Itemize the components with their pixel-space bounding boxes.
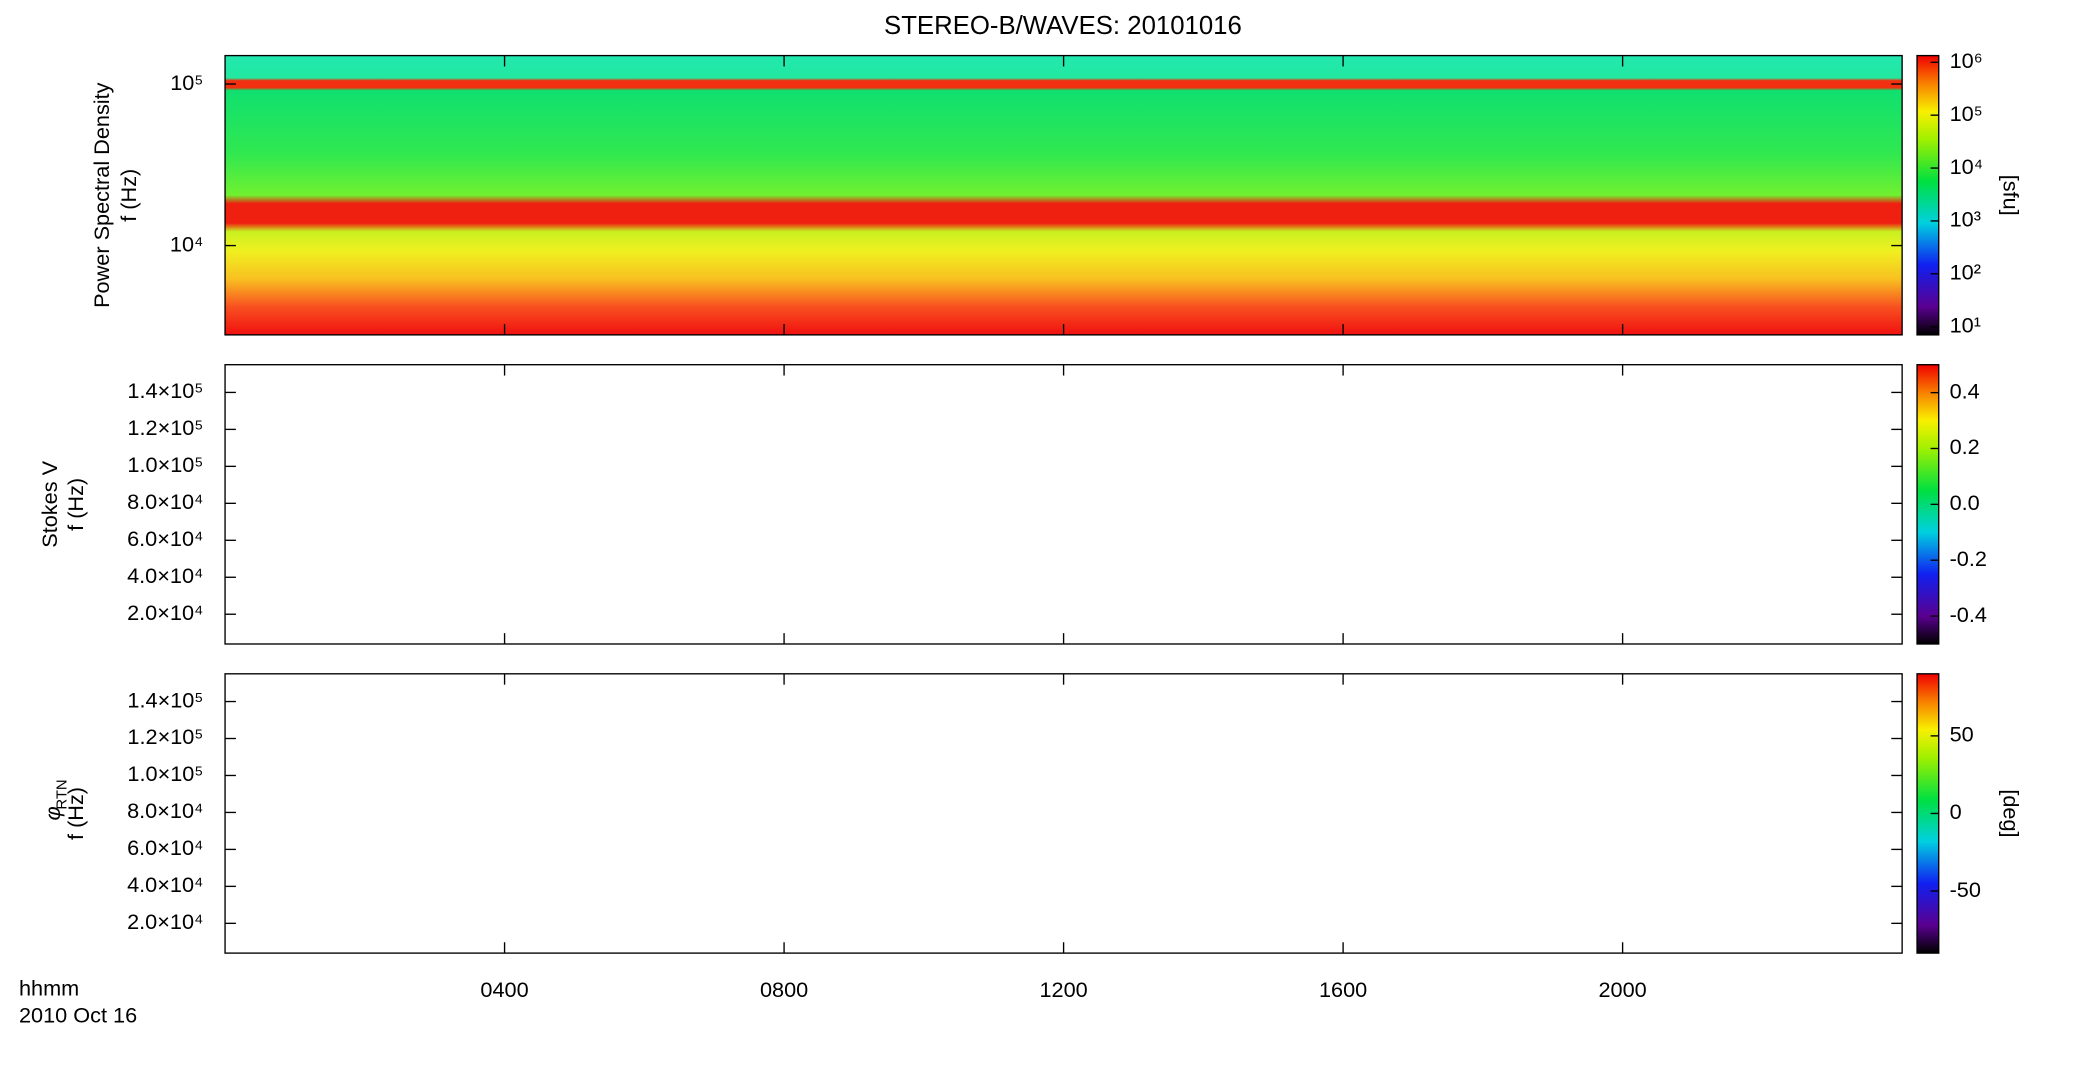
y-axis-label: φ xyxy=(40,806,65,820)
y-tick-label: 6.0×10⁴ xyxy=(127,526,203,551)
y-axis-label: Stokes V xyxy=(37,460,62,547)
y-tick-label: 1.2×10⁵ xyxy=(127,415,203,440)
date-label: 2010 Oct 16 xyxy=(19,1003,137,1028)
colorbar-tick-label: -0.2 xyxy=(1950,546,1987,571)
y-tick-label: 10⁵ xyxy=(170,70,203,95)
x-tick-label: 0400 xyxy=(480,977,528,1002)
colorbar-tick-label: -50 xyxy=(1950,877,1981,902)
colorbar-tick-label: 50 xyxy=(1950,722,1974,747)
y-tick-label: 6.0×10⁴ xyxy=(127,835,203,860)
y-tick-label: 8.0×10⁴ xyxy=(127,798,203,823)
x-tick-label: 0800 xyxy=(760,977,808,1002)
x-tick-label: 2000 xyxy=(1598,977,1646,1002)
y-tick-label: 4.0×10⁴ xyxy=(127,872,203,897)
x-tick-label: 1600 xyxy=(1319,977,1367,1002)
colorbar-label: [sfu] xyxy=(1998,175,2023,216)
colorbar-tick-label: 0 xyxy=(1950,799,1962,824)
y-tick-label: 2.0×10⁴ xyxy=(127,909,203,934)
chart-title: STEREO-B/WAVES: 20101016 xyxy=(884,12,1242,40)
colorbar-tick-label: 0.0 xyxy=(1950,490,1980,515)
y-tick-label: 1.0×10⁵ xyxy=(127,452,203,477)
spectrogram-image xyxy=(225,55,1903,335)
colorbar-tick-label: 10³ xyxy=(1950,207,1981,232)
colorbar-tick-label: -0.4 xyxy=(1950,602,1987,627)
y-tick-label: 10⁴ xyxy=(170,231,203,256)
y-tick-label: 1.0×10⁵ xyxy=(127,761,203,786)
colorbar-tick-label: 10⁶ xyxy=(1950,48,1983,73)
colorbar-tick-label: 10¹ xyxy=(1950,312,1981,337)
y-axis-label: f (Hz) xyxy=(63,478,88,531)
y-axis-label-sub: RTN xyxy=(54,779,70,809)
colorbar xyxy=(1916,54,1940,336)
y-tick-label: 8.0×10⁴ xyxy=(127,489,203,514)
y-tick-label: 1.4×10⁵ xyxy=(127,378,203,403)
colorbar-label: [deg] xyxy=(1998,789,2023,837)
colorbar-tick-label: 10² xyxy=(1950,260,1981,285)
y-tick-label: 1.2×10⁵ xyxy=(127,724,203,749)
y-axis-label: f (Hz) xyxy=(63,787,88,840)
y-axis-label: f (Hz) xyxy=(116,169,141,222)
x-axis-label: hhmm xyxy=(19,975,79,1000)
y-tick-label: 4.0×10⁴ xyxy=(127,563,203,588)
plot-frame xyxy=(224,673,1903,954)
y-axis-label: Power Spectral Density xyxy=(89,82,114,308)
colorbar-tick-label: 0.4 xyxy=(1950,378,1980,403)
colorbar-tick-label: 10⁵ xyxy=(1950,101,1983,126)
y-tick-label: 2.0×10⁴ xyxy=(127,600,203,625)
colorbar-tick-label: 0.2 xyxy=(1950,434,1980,459)
x-tick-label: 1200 xyxy=(1039,977,1087,1002)
plot-frame xyxy=(224,364,1903,645)
y-tick-label: 1.4×10⁵ xyxy=(127,687,203,712)
colorbar-tick-label: 10⁴ xyxy=(1950,154,1983,179)
